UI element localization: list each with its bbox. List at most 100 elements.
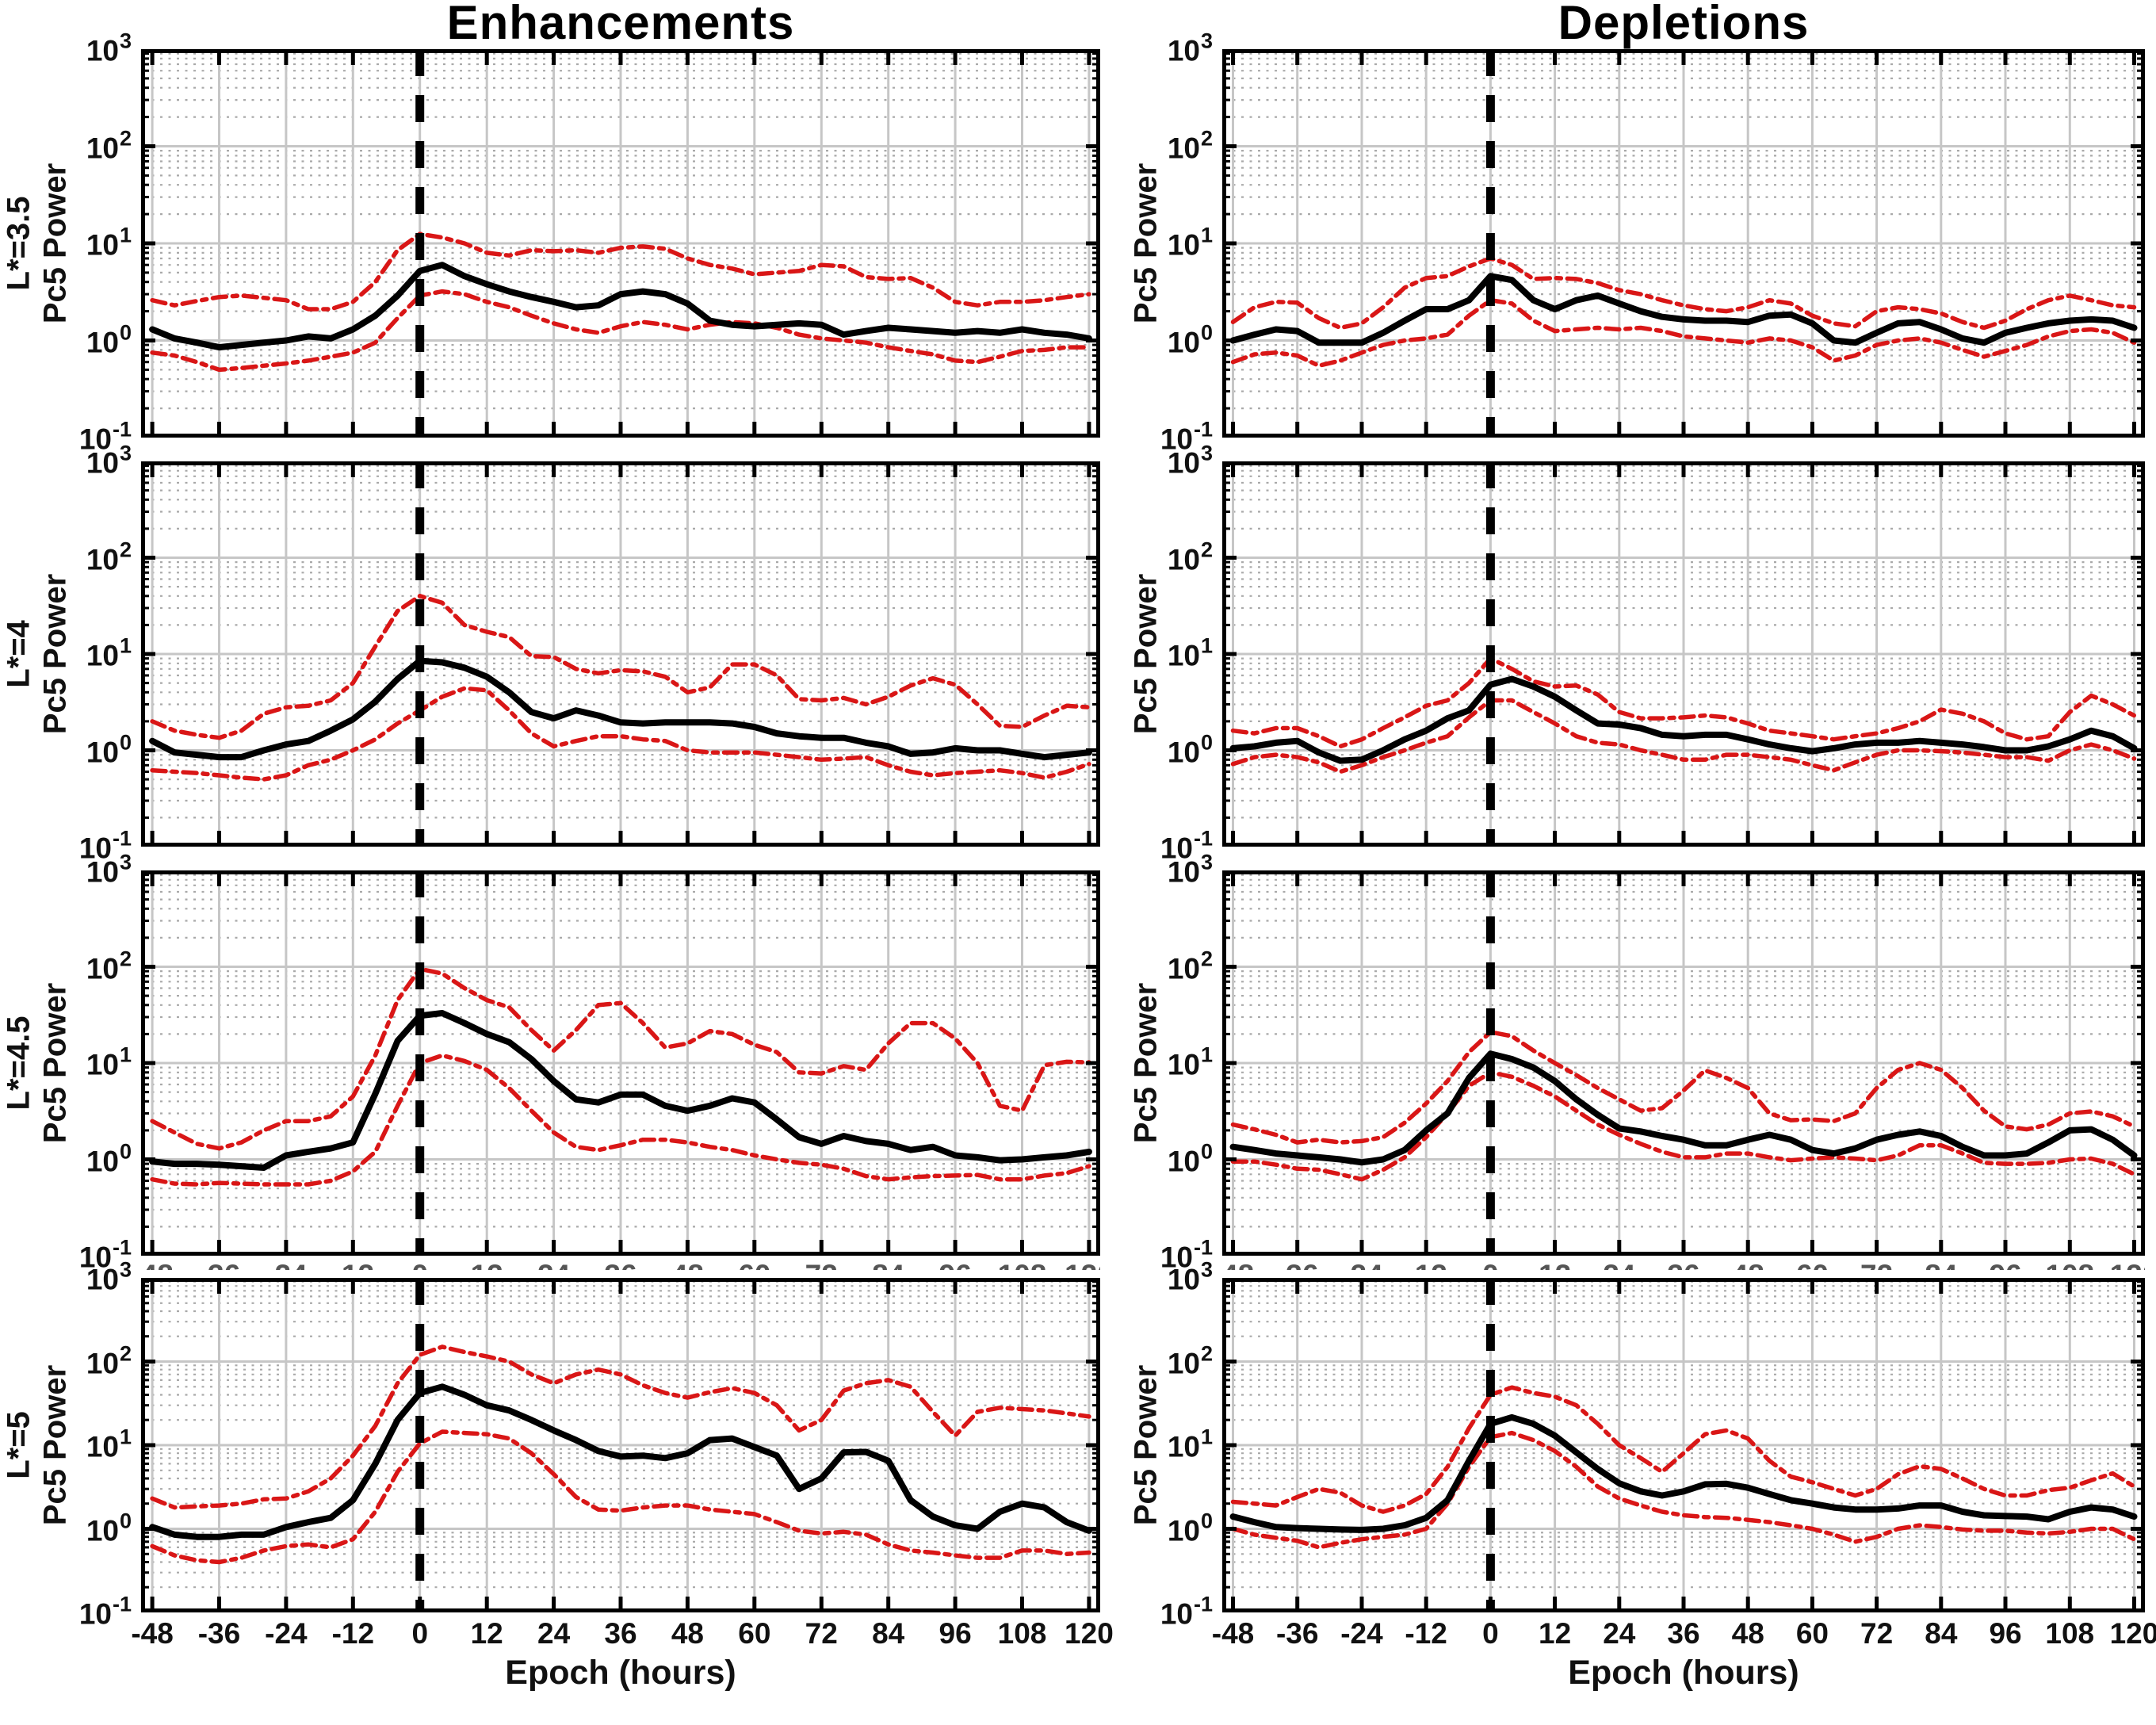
plot-frame bbox=[141, 870, 1100, 1256]
x-tick-label: -24 bbox=[265, 1617, 308, 1650]
y-tick-label: 101 bbox=[1094, 1044, 1213, 1081]
y-tick-base: 10 bbox=[78, 1241, 112, 1274]
y-tick-exponent: 2 bbox=[1200, 946, 1213, 970]
upper-quartile-line bbox=[1230, 1385, 2137, 1514]
clipped-x-tick-label: 72 bbox=[1822, 1259, 1932, 1270]
y-tick-exponent: 0 bbox=[1200, 1508, 1213, 1532]
y-tick-label: 102 bbox=[13, 1342, 132, 1378]
y-tick-label: 103 bbox=[13, 442, 132, 480]
x-tick-label: -48 bbox=[131, 1617, 174, 1650]
y-tick-exponent: -1 bbox=[1193, 826, 1213, 851]
y-tick-label: 101 bbox=[13, 224, 132, 260]
y-tick-exponent: 2 bbox=[119, 125, 132, 150]
y-tick-label: 100 bbox=[1094, 731, 1213, 769]
clipped-x-tick-label: 24 bbox=[1564, 1259, 1675, 1270]
clipped-x-tick-label: 96 bbox=[1950, 1259, 2061, 1270]
y-tick-exponent: 0 bbox=[1200, 729, 1213, 754]
y-tick-exponent: 1 bbox=[119, 223, 132, 247]
clipped-x-tick-label: 12 bbox=[1500, 1259, 1611, 1270]
column-title-enhancements: Enhancements bbox=[446, 0, 795, 49]
y-tick-label: 102 bbox=[1094, 946, 1213, 985]
clipped-x-tick-label: 12 bbox=[431, 1259, 542, 1270]
x-axis-label-left: Epoch (hours) bbox=[505, 1654, 736, 1692]
y-tick-base: 10 bbox=[1167, 736, 1200, 769]
plot-frame bbox=[1222, 870, 2145, 1256]
y-tick-exponent: 3 bbox=[1200, 1257, 1213, 1282]
x-tick-label: 120 bbox=[2109, 1617, 2156, 1650]
x-tick-label: 72 bbox=[1860, 1617, 1894, 1650]
plot-frame bbox=[1222, 1278, 2145, 1612]
upper-quartile-line bbox=[150, 231, 1091, 312]
y-tick-base: 10 bbox=[1167, 952, 1200, 985]
y-axis-label: Pc5 Power bbox=[37, 982, 73, 1144]
x-tick-label: 60 bbox=[1795, 1617, 1829, 1650]
y-tick-label: 101 bbox=[13, 1044, 132, 1081]
plot-frame bbox=[141, 461, 1100, 847]
clipped-x-tick-label: 60 bbox=[1757, 1259, 1867, 1270]
y-tick-exponent: 2 bbox=[1200, 537, 1213, 561]
y-tick-base: 10 bbox=[1167, 132, 1200, 165]
y-tick-exponent: 1 bbox=[1200, 633, 1213, 658]
y-tick-base: 10 bbox=[1160, 1241, 1193, 1274]
y-tick-base: 10 bbox=[86, 446, 119, 480]
y-tick-label: 100 bbox=[1094, 321, 1213, 357]
y-tick-label: 101 bbox=[13, 1426, 132, 1462]
y-tick-exponent: -1 bbox=[1193, 1235, 1213, 1260]
y-tick-exponent: 1 bbox=[1200, 223, 1213, 247]
grid bbox=[143, 873, 1098, 1253]
median-line bbox=[149, 1010, 1092, 1171]
clipped-x-tick-label: -48 bbox=[141, 1259, 208, 1270]
x-tick-label: 48 bbox=[1731, 1617, 1764, 1650]
lower-quartile-line bbox=[1230, 1430, 2137, 1550]
lower-quartile-line bbox=[1230, 1070, 2137, 1182]
upper-quartile-line bbox=[150, 1344, 1091, 1510]
clipped-x-tick-label: -36 bbox=[163, 1259, 274, 1270]
clipped-x-tick-label: -24 bbox=[231, 1259, 342, 1270]
clipped-x-tick-label: -12 bbox=[1370, 1259, 1481, 1270]
x-tick-label: -24 bbox=[1340, 1617, 1383, 1650]
clipped-x-tick-label: 84 bbox=[1886, 1259, 1997, 1270]
y-tick-base: 10 bbox=[1167, 1514, 1200, 1547]
y-tick-base: 10 bbox=[86, 1048, 119, 1081]
panel-depletions-L5 bbox=[1222, 1278, 2145, 1612]
y-tick-label: 103 bbox=[1094, 1259, 1213, 1295]
panel-enhancements-L5 bbox=[141, 1278, 1100, 1612]
median-line bbox=[1229, 1050, 2138, 1166]
y-tick-label: 10-1 bbox=[1094, 1237, 1213, 1274]
y-axis-label: Pc5 Power bbox=[37, 163, 73, 324]
y-tick-label: 10-1 bbox=[1094, 1593, 1213, 1629]
ticks bbox=[1224, 461, 2143, 847]
y-tick-exponent: -1 bbox=[112, 826, 132, 851]
x-tick-label: 96 bbox=[938, 1617, 972, 1650]
y-tick-exponent: -1 bbox=[1193, 1592, 1213, 1616]
plot-frame bbox=[141, 1278, 1100, 1612]
y-tick-exponent: 2 bbox=[119, 946, 132, 970]
x-tick-label: -36 bbox=[197, 1617, 241, 1650]
panel-depletions-L4.5 bbox=[1222, 870, 2145, 1256]
clipped-x-tick-label: 24 bbox=[499, 1259, 610, 1270]
y-tick-exponent: -1 bbox=[112, 1592, 132, 1616]
y-tick-exponent: 2 bbox=[119, 1341, 132, 1365]
y-tick-label: 103 bbox=[13, 1259, 132, 1295]
y-tick-base: 10 bbox=[86, 736, 119, 769]
y-tick-base: 10 bbox=[1167, 1048, 1200, 1081]
y-tick-exponent: 3 bbox=[1200, 850, 1213, 874]
panel-enhancements-L4.5 bbox=[141, 870, 1100, 1256]
median-line bbox=[149, 1383, 1092, 1540]
y-tick-base: 10 bbox=[86, 855, 119, 889]
upper-quartile-line bbox=[150, 594, 1091, 740]
x-tick-label: 108 bbox=[2045, 1617, 2095, 1650]
y-tick-exponent: 0 bbox=[119, 1508, 132, 1532]
y-tick-exponent: 0 bbox=[119, 1138, 132, 1163]
y-tick-label: 102 bbox=[1094, 127, 1213, 165]
y-tick-label: 10-1 bbox=[13, 828, 132, 863]
y-tick-exponent: -1 bbox=[112, 1235, 132, 1260]
upper-quartile-line bbox=[150, 966, 1091, 1151]
x-tick-label: 0 bbox=[411, 1617, 429, 1650]
clipped-x-tick-label: 36 bbox=[565, 1259, 676, 1270]
clipped-x-tick-label: 84 bbox=[833, 1259, 944, 1270]
panel-depletions-L3.5 bbox=[1222, 49, 2145, 438]
x-tick-label: 36 bbox=[604, 1617, 637, 1650]
y-tick-label: 101 bbox=[1094, 224, 1213, 260]
